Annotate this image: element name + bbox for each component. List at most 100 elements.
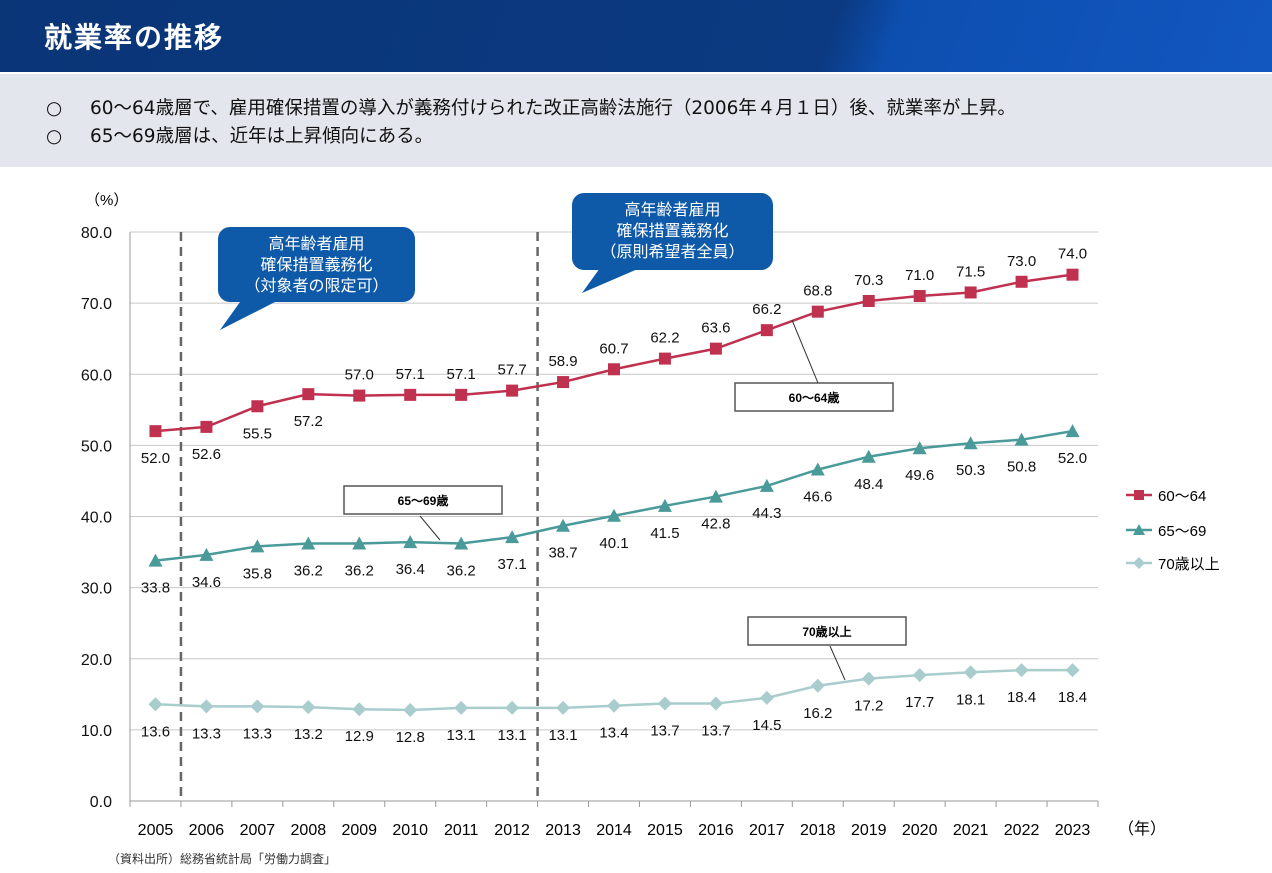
data-label: 34.6 xyxy=(192,574,221,591)
data-point-square xyxy=(251,400,264,413)
callout-box xyxy=(218,227,415,302)
data-label: 46.6 xyxy=(803,489,832,506)
data-point-triangle xyxy=(556,518,571,532)
data-label: 36.2 xyxy=(294,563,323,580)
data-point-diamond xyxy=(759,690,774,705)
data-label: 68.8 xyxy=(803,283,832,300)
data-point-triangle xyxy=(148,553,163,567)
data-label: 42.8 xyxy=(701,516,730,533)
data-point-diamond xyxy=(199,699,214,714)
data-label: 13.1 xyxy=(498,727,527,744)
data-point-square xyxy=(200,420,213,433)
data-point-diamond xyxy=(861,671,876,686)
page-title: 就業率の推移 xyxy=(44,21,225,54)
callout-tail xyxy=(220,302,275,330)
x-tick-label: 2014 xyxy=(596,822,632,839)
data-point-triangle xyxy=(963,436,978,450)
data-point-triangle xyxy=(861,449,876,463)
data-point-diamond xyxy=(963,665,978,680)
data-point-diamond xyxy=(454,700,469,715)
summary-item: ○ 60～64歳層で、雇用確保措置の導入が義務付けられた改正高齢法施行（2006年… xyxy=(46,98,1016,119)
y-tick-label: 10.0 xyxy=(81,723,112,740)
y-tick-label: 50.0 xyxy=(81,438,112,455)
data-label: 36.2 xyxy=(447,563,476,580)
data-label: 50.3 xyxy=(956,462,985,479)
data-label: 66.2 xyxy=(752,301,781,318)
data-point-diamond xyxy=(1065,663,1080,678)
data-point-square xyxy=(811,305,824,318)
data-point-diamond xyxy=(352,702,367,717)
data-label: 14.5 xyxy=(752,717,781,734)
series-label: 65～69歳 xyxy=(398,493,449,508)
data-label: 17.2 xyxy=(854,698,883,715)
data-point-square xyxy=(557,376,570,389)
data-label: 13.2 xyxy=(294,726,323,743)
data-label: 57.7 xyxy=(498,362,527,379)
header-banner: 就業率の推移 xyxy=(0,0,1272,74)
legend-label: 60～64 xyxy=(1158,488,1206,505)
x-tick-label: 2009 xyxy=(341,822,377,839)
data-point-triangle xyxy=(759,478,774,492)
data-label: 16.2 xyxy=(803,705,832,722)
callout-tail xyxy=(582,268,640,293)
x-tick-label: 2012 xyxy=(494,822,530,839)
data-label: 57.1 xyxy=(396,366,425,383)
data-label: 58.9 xyxy=(548,353,577,370)
data-label: 12.8 xyxy=(396,729,425,746)
data-label: 44.3 xyxy=(752,505,781,522)
data-label: 13.7 xyxy=(701,723,730,740)
data-point-square xyxy=(149,425,162,438)
data-point-square xyxy=(760,324,773,337)
series-label-box xyxy=(747,616,907,646)
series-label-box xyxy=(343,485,503,515)
data-label: 60.7 xyxy=(599,340,628,357)
x-tick-label: 2022 xyxy=(1004,822,1040,839)
legend-marker xyxy=(1133,557,1145,569)
data-label: 18.4 xyxy=(1058,689,1087,706)
data-point-triangle xyxy=(912,441,927,455)
data-label: 73.0 xyxy=(1007,253,1036,270)
data-label: 63.6 xyxy=(701,320,730,337)
data-label: 50.8 xyxy=(1007,459,1036,476)
data-point-triangle xyxy=(454,536,469,550)
data-label: 33.8 xyxy=(141,580,170,597)
data-label: 13.3 xyxy=(243,725,272,742)
x-tick-label: 2013 xyxy=(545,822,581,839)
data-point-triangle xyxy=(199,547,214,561)
x-tick-label: 2011 xyxy=(444,822,479,839)
callout-text: 確保措置義務化 xyxy=(260,256,372,274)
callout-box xyxy=(572,193,773,270)
data-point-square xyxy=(404,388,417,401)
data-label: 40.1 xyxy=(599,535,628,552)
y-tick-label: 70.0 xyxy=(81,296,112,313)
data-point-diamond xyxy=(912,668,927,683)
x-tick-label: 2018 xyxy=(800,822,836,839)
data-point-square xyxy=(455,388,468,401)
employment-rate-chart: 0.0 10.0 20.0 30.0 40.0 50.0 60.0 70.0 80.0 （%） （年… xyxy=(81,192,1220,839)
data-label: 12.9 xyxy=(345,728,374,745)
data-point-diamond xyxy=(708,696,723,711)
data-label: 18.4 xyxy=(1007,689,1036,706)
data-label: 52.6 xyxy=(192,446,221,463)
data-point-diamond xyxy=(250,699,265,714)
data-label: 13.4 xyxy=(599,725,628,742)
callout-text: 確保措置義務化 xyxy=(616,222,728,240)
callout-text: 高年齢者雇用 xyxy=(268,235,364,253)
series-label-box xyxy=(734,382,894,412)
x-tick-label: 2023 xyxy=(1055,822,1091,839)
data-point-square xyxy=(964,286,977,299)
x-tick-label: 2017 xyxy=(749,822,785,839)
data-label: 35.8 xyxy=(243,565,272,582)
data-label: 57.2 xyxy=(294,413,323,430)
y-tick-label: 80.0 xyxy=(81,225,112,242)
data-point-square xyxy=(302,388,315,401)
y-tick-label: 20.0 xyxy=(81,652,112,669)
data-point-square xyxy=(506,384,519,397)
data-label: 74.0 xyxy=(1058,246,1087,263)
data-point-square xyxy=(608,363,620,376)
data-point-triangle xyxy=(301,536,316,550)
data-point-triangle xyxy=(708,489,723,503)
data-label: 71.5 xyxy=(956,263,985,280)
legend-marker xyxy=(1133,524,1145,535)
data-point-diamond xyxy=(403,702,418,717)
